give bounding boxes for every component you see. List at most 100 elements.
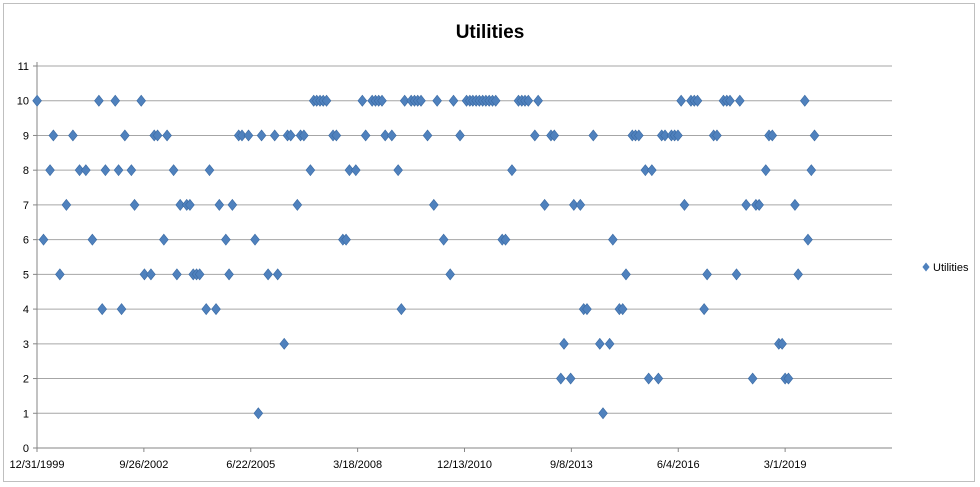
data-point xyxy=(702,268,712,281)
data-point xyxy=(48,129,59,142)
data-point xyxy=(243,129,254,142)
data-point xyxy=(396,303,407,316)
data-point xyxy=(377,94,387,107)
data-point xyxy=(809,129,820,142)
data-point xyxy=(387,129,397,142)
y-tick-label: 7 xyxy=(23,200,29,212)
data-point xyxy=(45,164,55,177)
data-point xyxy=(448,94,459,107)
data-point xyxy=(741,198,751,211)
chart-frame: Utilities 0 1 2 3 4 5 6 7 8 9 10 11 12/31/1999 9/26/… xyxy=(3,3,975,482)
data-point xyxy=(250,233,260,246)
data-point xyxy=(61,198,72,211)
data-point xyxy=(214,198,225,211)
data-point xyxy=(643,372,654,385)
data-point xyxy=(676,94,686,107)
data-point xyxy=(660,129,670,142)
data-point xyxy=(445,268,455,281)
data-point xyxy=(604,337,615,350)
data-point xyxy=(767,129,778,142)
y-tick-label: 9 xyxy=(23,130,29,142)
y-tick-label: 5 xyxy=(23,269,29,281)
data-point xyxy=(422,129,433,142)
x-tick-label: 12/13/2010 xyxy=(437,459,492,471)
data-point xyxy=(331,129,342,142)
data-point xyxy=(595,337,605,350)
data-point xyxy=(159,233,169,246)
data-point xyxy=(360,129,371,142)
x-tick-labels: 12/31/1999 9/26/2002 6/22/2005 3/18/2008 12/… xyxy=(9,459,806,471)
data-point xyxy=(582,303,592,316)
data-point xyxy=(565,372,576,385)
data-point xyxy=(87,233,98,246)
data-point xyxy=(299,129,309,142)
data-point xyxy=(380,129,390,142)
data-point xyxy=(32,94,42,107)
legend-label-utilities: Utilities xyxy=(933,262,969,274)
data-point xyxy=(221,233,231,246)
data-point xyxy=(692,94,703,107)
data-point xyxy=(429,198,439,211)
data-point xyxy=(211,303,221,316)
data-point xyxy=(731,268,742,281)
data-point xyxy=(341,233,351,246)
data-point xyxy=(68,129,78,142)
data-point xyxy=(120,129,130,142)
data-point xyxy=(269,129,280,142)
data-point xyxy=(500,233,511,246)
data-point xyxy=(256,129,267,142)
data-point xyxy=(126,164,137,177)
y-tick-labels: 0 1 2 3 4 5 6 7 8 9 10 11 xyxy=(17,61,29,455)
data-point xyxy=(803,233,813,246)
y-tick-label: 6 xyxy=(23,235,29,247)
data-point xyxy=(321,94,332,107)
data-point xyxy=(94,94,104,107)
data-point xyxy=(263,268,273,281)
data-point xyxy=(679,198,690,211)
data-point xyxy=(168,164,179,177)
data-point xyxy=(110,94,121,107)
data-point xyxy=(253,407,264,420)
data-point xyxy=(507,164,517,177)
legend-marker xyxy=(922,262,930,272)
data-point xyxy=(621,268,631,281)
scatter-chart: Utilities 0 1 2 3 4 5 6 7 8 9 10 11 12/31/1999 9/26/… xyxy=(9,22,969,471)
data-point xyxy=(549,129,560,142)
y-tick-label: 1 xyxy=(23,408,29,420)
data-point xyxy=(647,164,657,177)
data-point xyxy=(438,233,449,246)
x-tick-label: 3/1/2019 xyxy=(764,459,807,471)
data-point xyxy=(598,407,608,420)
data-point xyxy=(292,198,303,211)
data-point xyxy=(227,198,238,211)
data-point xyxy=(224,268,234,281)
data-point xyxy=(74,164,85,177)
data-point xyxy=(712,129,722,142)
data-point xyxy=(393,164,403,177)
data-point xyxy=(699,303,709,316)
data-point xyxy=(172,268,182,281)
data-point xyxy=(279,337,289,350)
data-point xyxy=(790,198,800,211)
data-point xyxy=(146,268,156,281)
data-point xyxy=(530,129,540,142)
data-point xyxy=(152,129,163,142)
y-tick-label: 3 xyxy=(23,339,29,351)
data-point xyxy=(455,129,465,142)
data-point xyxy=(194,268,205,281)
data-point xyxy=(760,164,771,177)
data-point xyxy=(129,198,140,211)
data-point xyxy=(113,164,124,177)
data-point xyxy=(81,164,91,177)
data-point xyxy=(399,94,410,107)
y-tick-label: 0 xyxy=(23,443,29,455)
x-tick-label: 6/4/2016 xyxy=(657,459,700,471)
data-point xyxy=(162,129,172,142)
x-tick-label: 12/31/1999 xyxy=(9,459,64,471)
data-point xyxy=(588,129,599,142)
data-point xyxy=(575,198,586,211)
data-point xyxy=(55,268,65,281)
data-point xyxy=(640,164,651,177)
data-point xyxy=(608,233,618,246)
data-point xyxy=(617,303,628,316)
